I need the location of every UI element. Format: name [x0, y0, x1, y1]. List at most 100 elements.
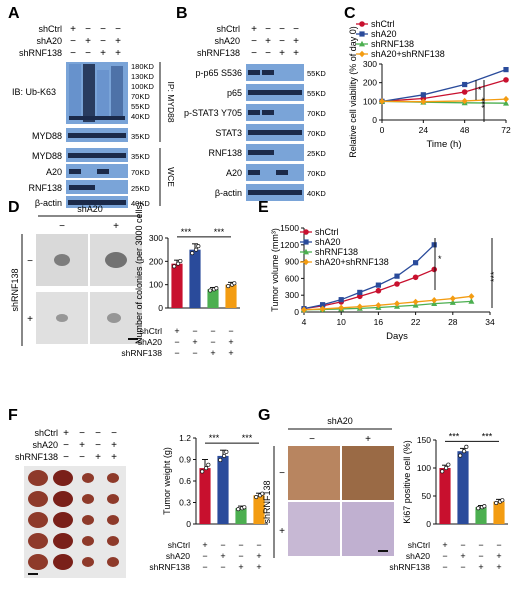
- a-row-label-1: MYD88: [32, 131, 62, 141]
- panel-f-chart: 0 0.3 0.6 0.9 1.2 Tumor weight (g) *** *** shCtr…: [149, 433, 268, 572]
- a-row-label-5: β-actin: [35, 198, 62, 208]
- chartC-series-line-1: [381, 68, 507, 102]
- chartC-ylabel: Relative cell viability (% of day 0): [348, 26, 358, 158]
- b-mw-2: 55KD: [307, 89, 326, 98]
- a-mark-2-2: +: [85, 36, 91, 47]
- chartF-table-mark-1-3: +: [256, 551, 261, 561]
- chartE-xtick-label-0: 4: [302, 317, 307, 327]
- chartD-bar-0: [171, 263, 183, 308]
- chartC-xtick-label-0: 0: [380, 125, 385, 135]
- tumor-0-3: [28, 533, 48, 549]
- a-row-label-2: MYD88: [32, 151, 62, 161]
- f-mark-3-3: +: [95, 452, 101, 463]
- chartG-dot-2-2: [482, 504, 487, 509]
- chartG-table-mark-2-0: −: [442, 562, 447, 572]
- chartC-point-2-3: [503, 100, 509, 106]
- tumor-0-0: [28, 470, 48, 486]
- b-mark-2-3: −: [279, 36, 285, 47]
- chartE-point-3-5: [394, 300, 400, 307]
- chartG-bar-2: [475, 507, 487, 524]
- d-col-title: shA20: [77, 204, 103, 214]
- b-header-label-1: shCtrl: [216, 24, 240, 34]
- chartE-xlabel: Days: [386, 331, 408, 342]
- chartC-ytick-label-1: 100: [363, 96, 377, 106]
- panel-a: shCtrl shA20 shRNF138 + − − − − + − + − …: [12, 24, 176, 208]
- chartD-table-mark-0-0: +: [174, 326, 179, 336]
- chartE-point-3-3: [356, 303, 363, 310]
- chartD-dot-0-2: [178, 258, 183, 264]
- chartD-ytick-label-2: 200: [149, 256, 163, 266]
- a-mw-row-5: 40KD: [131, 199, 150, 208]
- chartE-series-line-0: [303, 268, 435, 310]
- a-header-label-3: shRNF138: [19, 48, 62, 58]
- chartF-ytick-label-2: 0.6: [179, 476, 191, 486]
- chartD-table-mark-1-3: +: [228, 337, 233, 347]
- chartC-xlabel: Time (h): [426, 139, 461, 150]
- chartG-dot-2-0: [476, 506, 481, 511]
- chartE-point-0-5: [394, 281, 400, 287]
- chartE-series-line-1: [303, 244, 435, 310]
- f-mark-1-3: −: [95, 428, 101, 439]
- f-header-label-1: shCtrl: [34, 428, 58, 438]
- b-row-label-6: A20: [226, 168, 242, 178]
- tumor-0-2: [28, 512, 48, 528]
- chartG-table-mark-0-1: −: [460, 540, 465, 550]
- b-mark-2-1: −: [251, 36, 257, 47]
- chartF-table-mark-1-0: −: [202, 551, 207, 561]
- a-mw-ub-6: 40KD: [131, 112, 150, 121]
- chartD-sig-label-1: ***: [181, 227, 192, 237]
- a-mw-ub-5: 55KD: [131, 102, 150, 111]
- b-mark-1-2: −: [265, 24, 271, 35]
- a-mw-ub-1: 180KD: [131, 62, 155, 71]
- tumor-1-4: [53, 554, 73, 570]
- chartD-bar-1: [189, 249, 201, 308]
- chartF-table-mark-2-0: −: [202, 562, 207, 572]
- chartD-table-mark-1-0: −: [174, 337, 179, 347]
- chartF-dot-2-0: [236, 507, 241, 512]
- chartF-dot-0-0: [200, 469, 205, 474]
- d-row-mark-1: −: [27, 256, 33, 267]
- chartF-table-mark-1-1: +: [220, 551, 225, 561]
- chartD-table-mark-0-2: −: [210, 326, 215, 336]
- chartF-bar-3: [253, 495, 265, 524]
- b-mark-1-4: −: [293, 24, 299, 35]
- panel-g: shA20 − + shRNF138 − +: [262, 416, 394, 558]
- g-col-title: shA20: [327, 416, 353, 426]
- chartC-xtick-label-3: 72: [501, 125, 511, 135]
- chartF-ytick-label-0: 0: [186, 519, 191, 529]
- d-colony-images: [36, 234, 142, 344]
- a-mark-2-1: −: [70, 36, 76, 47]
- chartC-ytick-label-2: 200: [363, 78, 377, 88]
- chartC-ytick-label-3: 300: [363, 59, 377, 69]
- chartE-point-3-1: [319, 305, 326, 313]
- g-row-title: shRNF138: [262, 480, 272, 523]
- chartC-xtick-label-2: 48: [460, 125, 470, 135]
- chartC-point-1-3: [503, 67, 509, 73]
- f-mark-2-1: −: [63, 440, 69, 451]
- d-row-mark-2: +: [27, 314, 33, 325]
- a-mark-2-3: −: [100, 36, 106, 47]
- chartC-legend-marker-2: [359, 40, 365, 47]
- chartF-dot-0-1: [204, 466, 209, 471]
- chartC-series-line-0: [381, 79, 507, 102]
- tumor-1-0: [53, 470, 73, 486]
- a-mark-1-2: −: [85, 24, 91, 35]
- chartD-table-mark-2-3: +: [228, 348, 233, 358]
- chartE-ytick-label-2: 600: [285, 273, 299, 283]
- chartF-table-mark-0-0: +: [202, 540, 207, 550]
- b-row-label-5: RNF138: [208, 148, 242, 158]
- chartG-dot-1-0: [458, 453, 463, 458]
- b-mw-7: 40KD: [307, 189, 326, 198]
- chartG-table-mark-0-2: −: [478, 540, 483, 550]
- a-mark-3-2: −: [85, 48, 91, 59]
- chartE-point-1-6: [413, 260, 419, 266]
- f-header-label-2: shA20: [32, 440, 58, 450]
- chartD-bar-3: [225, 284, 237, 308]
- tumor-0-1: [28, 491, 48, 507]
- chartE-xtick-label-1: 10: [336, 317, 346, 327]
- tumor-0-4: [28, 554, 48, 570]
- chartE-legend-label-3: shA20+shRNF138: [315, 257, 389, 267]
- f-mark-2-3: −: [95, 440, 101, 451]
- chartE-legend-marker-3: [303, 258, 309, 266]
- chartF-dot-3-2: [260, 491, 265, 496]
